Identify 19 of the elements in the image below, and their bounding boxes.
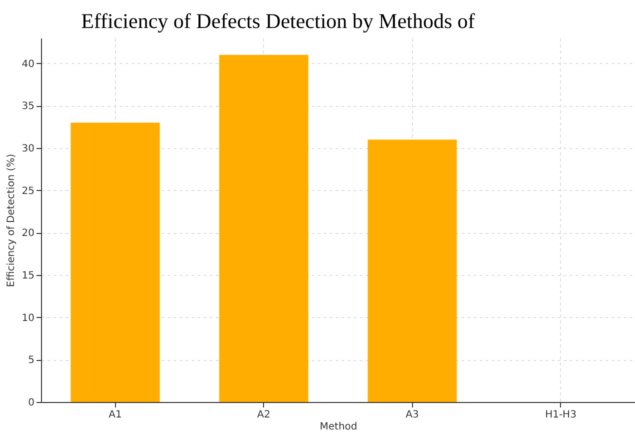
y-tick-label: 10 <box>22 312 34 324</box>
x-tick-label: A1 <box>108 410 122 420</box>
y-tick-label: 5 <box>28 355 34 366</box>
y-axis-title: Efficiency of Detection (%) <box>6 154 17 288</box>
x-tick-label: H1-H3 <box>545 410 576 420</box>
chart-title: Efficiency of Defects Detection by Methods of <box>81 9 475 33</box>
y-tick-label: 25 <box>22 186 34 197</box>
y-tick-label: 15 <box>22 270 34 282</box>
x-axis-title: Method <box>320 422 358 432</box>
y-tick-label: 20 <box>22 228 34 240</box>
x-tick-label: A3 <box>406 410 419 420</box>
bar <box>219 54 308 402</box>
y-tick-label: 30 <box>22 144 34 155</box>
y-tick-label: 35 <box>22 101 34 112</box>
y-tick-label: 40 <box>22 58 34 70</box>
bar <box>70 122 160 402</box>
y-tick-label: 0 <box>28 398 34 408</box>
x-tick-label: A2 <box>257 410 270 420</box>
bar <box>368 140 457 402</box>
